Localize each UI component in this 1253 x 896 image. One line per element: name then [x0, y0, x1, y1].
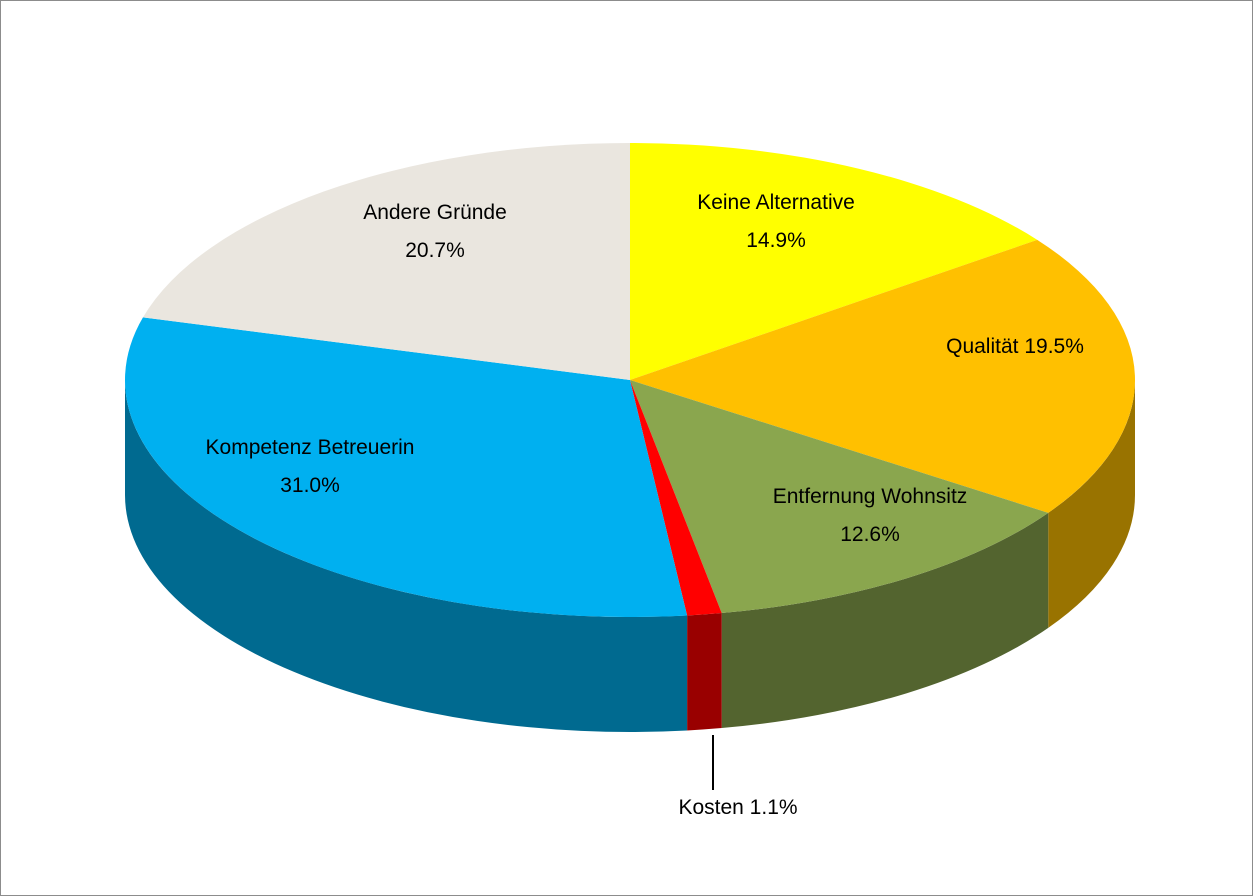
slice-label: Kosten 1.1% — [678, 789, 797, 827]
slice-label: Andere Gründe 20.7% — [350, 194, 520, 270]
slice-label: Qualität 19.5% — [946, 328, 1084, 366]
category-name: Keine Alternative — [697, 191, 855, 214]
slice-side — [721, 512, 1049, 729]
slice — [124, 317, 688, 617]
value-label: 14.9% — [746, 229, 806, 252]
value-label: 12.6% — [840, 523, 900, 546]
category-name: Entfernung Wohnsitz — [772, 485, 968, 508]
slice-side — [125, 380, 688, 732]
slice-side — [1048, 380, 1135, 628]
slice — [630, 239, 1135, 513]
slice-side — [687, 613, 722, 731]
category-name: Qualität — [946, 335, 1019, 358]
value-label: 20.7% — [405, 239, 465, 262]
category-name: Kompetenz Betreuerin — [205, 436, 415, 459]
slice-label: Entfernung Wohnsitz 12.6% — [770, 478, 970, 554]
slice — [142, 143, 630, 380]
value-label: 1.1% — [749, 796, 798, 819]
slice-label: Kompetenz Betreuerin 31.0% — [205, 429, 415, 505]
slice-label: Keine Alternative 14.9% — [681, 184, 871, 260]
category-name: Andere Gründe — [363, 201, 507, 224]
slice — [630, 380, 722, 616]
value-label: 31.0% — [280, 474, 340, 497]
slice — [630, 380, 1049, 614]
category-name: Kosten — [678, 796, 744, 819]
slice — [630, 143, 1038, 380]
value-label: 19.5% — [1024, 335, 1084, 358]
